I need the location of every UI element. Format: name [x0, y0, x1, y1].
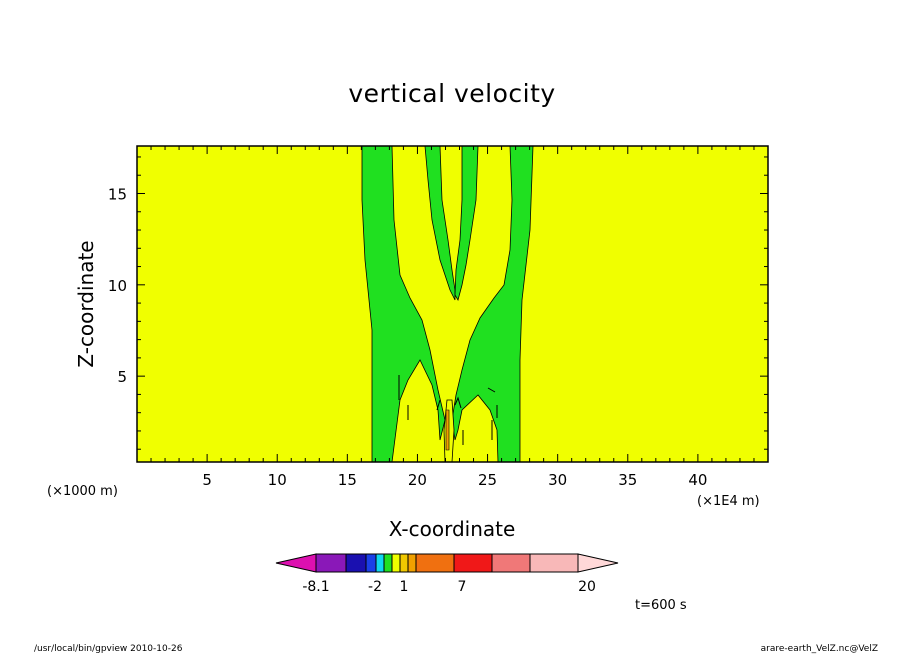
footer-right: arare-earth_VelZ.nc@VelZ — [761, 644, 878, 654]
colorbar-label: 20 — [578, 579, 596, 595]
colorbar-segment — [365, 553, 377, 573]
contour-flecks — [398, 375, 498, 445]
colorbar-segment — [399, 553, 409, 573]
colorbar-label: -2 — [368, 579, 382, 595]
colorbar-labels: -8.1 -2 1 7 20 — [302, 579, 596, 595]
x-axis-title: X-coordinate — [389, 517, 516, 541]
y-unit-label: (×1000 m) — [47, 484, 118, 499]
colorbar-segment — [315, 553, 347, 573]
x-axis-ticks — [150, 146, 755, 462]
x-axis-tick-labels: 5 10 15 20 25 30 35 40 — [202, 471, 707, 489]
colorbar-segment — [391, 553, 401, 573]
y-axis-tick-labels: 5 10 15 — [108, 185, 127, 386]
colorbar — [275, 553, 619, 573]
x-tick-label: 10 — [268, 471, 287, 489]
colorbar-label: -8.1 — [302, 579, 329, 595]
y-tick-label: 10 — [108, 277, 127, 295]
x-tick-label: 20 — [408, 471, 427, 489]
x-tick-label: 30 — [548, 471, 567, 489]
x-tick-label: 25 — [478, 471, 497, 489]
x-unit-label: (×1E4 m) — [697, 494, 760, 509]
colorbar-label: 7 — [458, 579, 467, 595]
chart-title: vertical velocity — [348, 79, 555, 108]
updraft-center-orange — [445, 409, 450, 451]
y-axis-title: Z-coordinate — [74, 240, 98, 367]
plot-area: 5 10 15 20 25 30 35 40 5 10 15 — [108, 145, 769, 489]
time-label: t=600 s — [635, 598, 687, 613]
updraft-band-left — [361, 145, 446, 463]
colorbar-label: 1 — [400, 579, 409, 595]
colorbar-segment — [577, 553, 619, 573]
x-tick-label: 40 — [688, 471, 707, 489]
updraft-band-right — [451, 145, 534, 463]
footer-left: /usr/local/bin/gpview 2010-10-26 — [34, 644, 183, 654]
colorbar-segment — [407, 553, 417, 573]
colorbar-segment — [415, 553, 455, 573]
colorbar-segment — [529, 553, 579, 573]
plot-frame — [136, 145, 769, 463]
colorbar-segment — [491, 553, 531, 573]
y-tick-label: 15 — [108, 185, 127, 203]
colorbar-segment — [383, 553, 393, 573]
colorbar-segment — [375, 553, 385, 573]
x-tick-label: 5 — [202, 471, 212, 489]
updraft-core-right — [454, 145, 479, 302]
x-tick-label: 35 — [618, 471, 637, 489]
colorbar-segment — [345, 553, 367, 573]
y-tick-label: 5 — [117, 368, 127, 386]
colorbar-segment — [453, 553, 493, 573]
x-tick-label: 15 — [338, 471, 357, 489]
colorbar-segment — [275, 553, 317, 573]
y-axis-ticks — [137, 156, 768, 450]
